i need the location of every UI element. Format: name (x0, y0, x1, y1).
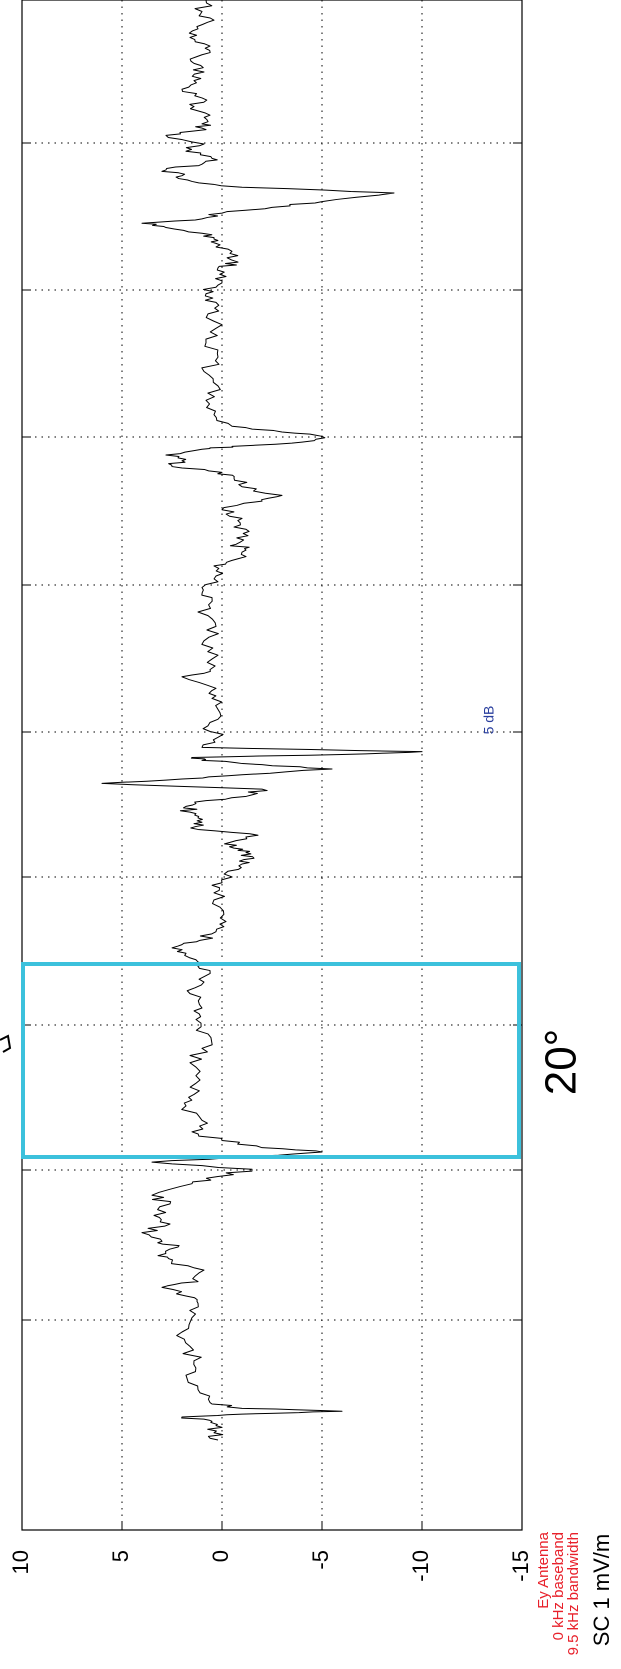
y-tick-label: -10 (408, 1550, 433, 1582)
highlight-label: 20° (537, 1029, 586, 1096)
antenna-line-3: 9.5 kHz bandwidth (565, 1532, 582, 1655)
plot-frame (21, 0, 523, 1531)
antenna-line-1: Ey Antenna (535, 1531, 552, 1608)
y-tick-label: -15 (508, 1550, 533, 1582)
series-line-group (101, 0, 423, 1441)
scale-annotation: 5 dB (481, 706, 497, 735)
y-tick-label: 0 (208, 1550, 233, 1562)
series-line (101, 0, 423, 1441)
tick-marks (21, 142, 523, 1530)
y-tick-labels: 10 5 0 -5 -10 -15 (8, 1550, 533, 1582)
y-tick-label: 5 (108, 1550, 133, 1562)
grid (22, 0, 522, 1530)
y-tick-label: -5 (308, 1550, 333, 1570)
partial-glyph-top (0, 1034, 12, 1053)
y-tick-label: 10 (8, 1550, 33, 1574)
y-axis-label: SC 1 mV/m (589, 1534, 614, 1646)
antenna-line-2: 0 kHz baseband (550, 1532, 567, 1640)
highlight-box (21, 962, 521, 1159)
